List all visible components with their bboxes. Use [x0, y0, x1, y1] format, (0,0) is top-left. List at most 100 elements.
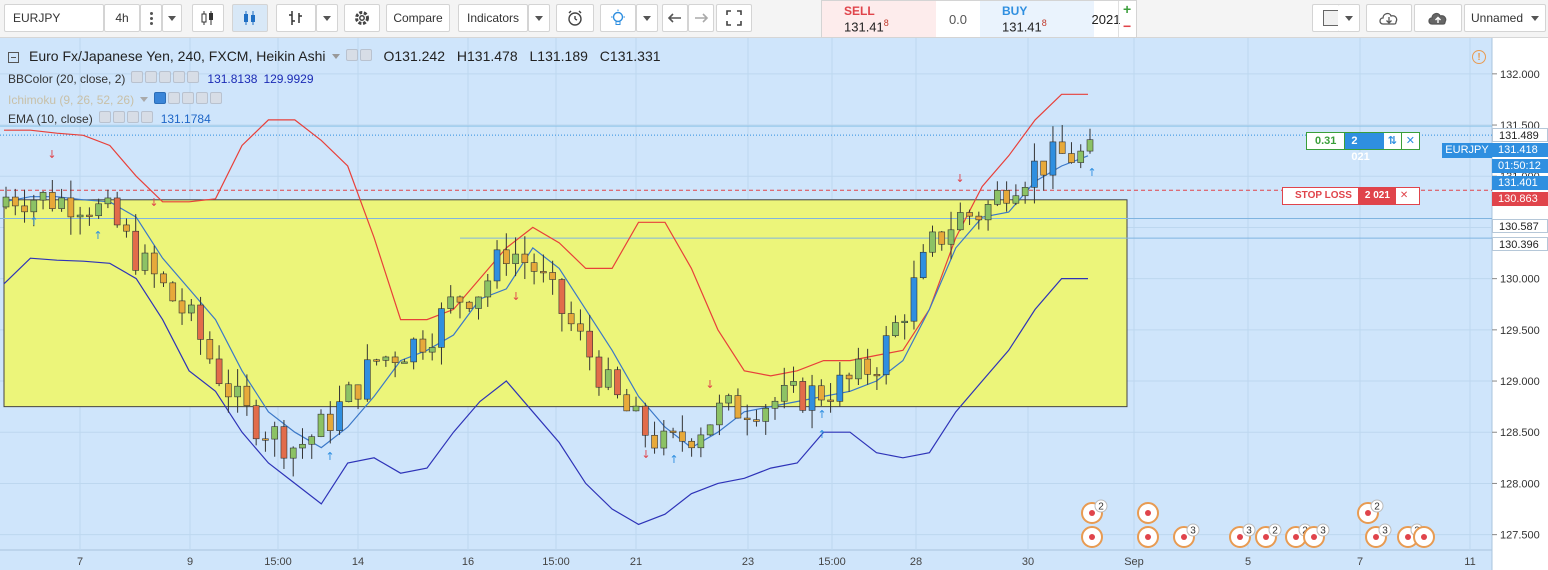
settings-button[interactable]: [344, 4, 380, 32]
heikin-ashi-icon: [244, 11, 255, 25]
settings-icon[interactable]: [112, 111, 125, 123]
price-tag-prev: 131.401: [1492, 176, 1548, 190]
ema-value: 131.1784: [160, 111, 211, 126]
event-count-badge: [1186, 523, 1200, 537]
candle-body: [1040, 160, 1047, 176]
decrease-quantity-button[interactable]: −: [1123, 18, 1132, 34]
undo-icon: [667, 13, 681, 23]
redo-button[interactable]: [688, 4, 714, 32]
sell-signal-arrow: ↓: [47, 148, 56, 161]
price-tag-line-a: 130.587: [1492, 219, 1548, 233]
candle-body: [1021, 187, 1029, 197]
time-axis[interactable]: 7 9 15:00 14 16 15:00 21 23 15:00 28 30 Sep 5 7 11: [77, 556, 1476, 568]
ema-label[interactable]: EMA (10, close): [8, 111, 93, 126]
fullscreen-button[interactable]: [716, 4, 752, 32]
heikin-ashi-button[interactable]: [232, 4, 268, 32]
candle-body: [104, 197, 112, 205]
undo-button[interactable]: [662, 4, 688, 32]
visibility-icon[interactable]: [345, 48, 358, 61]
add-icon[interactable]: [196, 92, 209, 104]
bars-style-button[interactable]: [192, 4, 224, 32]
indicators-button[interactable]: Indicators: [458, 4, 528, 32]
settings-icon[interactable]: [359, 48, 372, 61]
warning-icon[interactable]: !: [1472, 50, 1486, 64]
layout-name-button[interactable]: Unnamed: [1464, 4, 1546, 32]
bb-lower-value: 129.9929: [263, 71, 314, 86]
event-count-label: 2: [1374, 502, 1380, 513]
reverse-position-icon[interactable]: ⇅: [1384, 133, 1402, 149]
candle-body: [688, 440, 695, 449]
ideas-button[interactable]: [600, 4, 636, 32]
candle-body: [11, 196, 19, 207]
candle-body: [67, 197, 75, 218]
close-position-icon[interactable]: ✕: [1405, 135, 1415, 147]
position-widget[interactable]: 0.31 2 021 ⇅ ✕: [1306, 132, 1420, 163]
chart-type-caret[interactable]: [316, 4, 338, 32]
interval-button[interactable]: 4h: [104, 4, 140, 32]
sell-button[interactable]: SELL 131.418: [822, 1, 936, 37]
hidden-toggle-icon[interactable]: [154, 92, 167, 104]
close-icon[interactable]: [187, 71, 200, 83]
color-picker-caret[interactable]: [1338, 4, 1360, 32]
quantity-value[interactable]: 2021: [1091, 11, 1121, 27]
candle-body: [604, 369, 612, 388]
close-icon[interactable]: [140, 111, 153, 123]
candle-body: [1058, 141, 1066, 154]
price-chart[interactable]: ↓↓↓↓↓↓↑↑↑↑↑↑↑ 132.000131.500131.000130.5…: [0, 38, 1548, 570]
position-qty: 2 021: [1345, 133, 1384, 163]
candle-body: [410, 338, 417, 363]
candle-body: [169, 282, 177, 302]
time-tick-label: 7: [77, 556, 83, 568]
price-axis-background: [1492, 38, 1548, 570]
alert-button[interactable]: [556, 4, 594, 32]
save-layout-button[interactable]: [1414, 4, 1462, 32]
chevron-down-icon[interactable]: [331, 53, 340, 59]
series-title: Euro Fx/Japanese Yen, 240, FXCM, Heikin …: [29, 48, 326, 64]
event-count-label: 2: [1272, 526, 1278, 537]
event-count-label: 3: [1382, 526, 1388, 537]
stop-loss-widget[interactable]: STOP LOSS 2 021 ✕: [1282, 187, 1420, 205]
stop-loss-label: STOP LOSS: [1283, 188, 1359, 204]
candle-body: [234, 385, 241, 398]
interval-dropdown[interactable]: [140, 4, 162, 32]
time-tick-label: 21: [630, 556, 642, 568]
visibility-icon[interactable]: [98, 111, 111, 123]
cancel-stop-loss-icon[interactable]: ✕: [1399, 190, 1409, 201]
price-tick-label: 129.000: [1500, 376, 1540, 388]
bars-button[interactable]: [276, 4, 316, 32]
ideas-caret[interactable]: [636, 4, 658, 32]
visibility-icon[interactable]: [131, 71, 144, 83]
price-tag-top-line: 131.489: [1492, 128, 1548, 142]
chart-area[interactable]: ↓↓↓↓↓↓↑↑↑↑↑↑↑ 132.000131.500131.000130.5…: [0, 38, 1548, 570]
time-tick-label: 30: [1022, 556, 1034, 568]
load-layout-button[interactable]: [1366, 4, 1412, 32]
chevron-down-icon: [535, 15, 543, 21]
close-icon[interactable]: [210, 92, 223, 104]
interval-caret[interactable]: [162, 4, 182, 32]
candle-body: [465, 301, 473, 309]
chevron-down-icon[interactable]: [140, 97, 149, 102]
candle-body: [919, 251, 927, 279]
candle-body: [401, 361, 408, 364]
settings-icon[interactable]: [145, 71, 158, 83]
economic-events[interactable]: 233223232: [1081, 499, 1435, 548]
indicators-caret[interactable]: [528, 4, 550, 32]
source-icon[interactable]: [182, 92, 195, 104]
time-tick-label: 14: [352, 556, 364, 568]
horizontal-lines[interactable]: [0, 125, 1492, 239]
settings-icon[interactable]: [168, 92, 181, 104]
support-resistance-zone[interactable]: [3, 199, 1128, 408]
increase-quantity-button[interactable]: +: [1123, 1, 1132, 17]
add-icon[interactable]: [126, 111, 139, 123]
chevron-down-icon: [643, 15, 651, 21]
symbol-search[interactable]: EURJPY: [4, 4, 104, 32]
sell-price: 131.41: [844, 19, 884, 35]
compare-button[interactable]: Compare: [386, 4, 450, 32]
buy-button[interactable]: BUY 131.418: [980, 1, 1094, 37]
add-icon[interactable]: [173, 71, 186, 83]
collapse-legend-icon[interactable]: [8, 51, 19, 63]
candle-body: [475, 296, 482, 309]
ichimoku-label[interactable]: Ichimoku (9, 26, 52, 26): [8, 92, 135, 107]
bb-label[interactable]: BBColor (20, close, 2): [8, 71, 126, 86]
source-icon[interactable]: [159, 71, 172, 83]
